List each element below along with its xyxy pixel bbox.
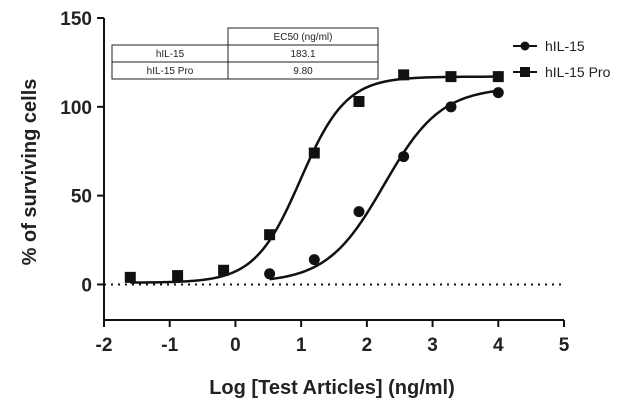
x-tick-label: 3 [427,335,438,356]
x-tick-label: -2 [96,335,113,356]
x-axis-title: Log [Test Articles] (ng/ml) [209,377,455,399]
x-tick-label: 2 [362,335,373,356]
table-row-2-label: hIL-15 Pro [147,66,194,77]
legend-circle-marker-icon [520,41,530,51]
points-layer [124,69,504,283]
legend-item-hil15: hIL-15 [513,38,585,54]
y-tick-label: 50 [71,187,92,208]
data-point-hil15 [445,101,457,113]
data-point-hil15 [398,151,410,163]
ec50-table: EC50 (ng/ml) hIL-15 183.1 hIL-15 Pro 9.8… [111,27,379,80]
x-tick-label: 5 [559,335,570,356]
data-point-hil15-pro [445,71,457,83]
data-point-hil15 [492,87,504,99]
fit-curve-hil15 [269,89,499,281]
legend-square-marker-icon [520,67,530,77]
legend: hIL-15 hIL-15 Pro [513,38,611,80]
data-point-hil15 [308,254,320,266]
curves-layer [130,75,499,284]
legend-label-hil15: hIL-15 [545,38,585,54]
data-point-hil15-pro [308,147,320,159]
data-point-hil15-pro [353,95,365,107]
x-tick-label: 4 [493,335,504,356]
x-tick-label: -1 [161,335,178,356]
legend-label-hil15-pro: hIL-15 Pro [545,64,611,80]
data-point-hil15 [264,268,276,280]
data-point-hil15-pro [398,69,410,81]
x-tick-label: 1 [296,335,307,356]
y-axis-title: % of surviving cells [19,79,41,266]
table-row-2-value-cell [227,61,379,80]
legend-item-hil15-pro: hIL-15 Pro [513,64,611,80]
y-tick-label: 0 [81,275,92,296]
table-header-ec50: EC50 (ng/ml) [274,32,333,43]
data-point-hil15-pro [172,270,184,282]
data-point-hil15-pro [124,271,136,283]
y-tick-label: 100 [60,98,92,119]
data-point-hil15-pro [218,264,230,276]
fit-curve-hil15-pro [130,75,499,284]
x-tick-label: 0 [230,335,241,356]
table-row-1-label: hIL-15 [156,49,185,60]
data-point-hil15 [353,206,365,218]
y-tick-label: 150 [60,9,92,30]
data-point-hil15-pro [492,71,504,83]
table-row-1-value: 183.1 [290,49,315,60]
data-point-hil15-pro [264,229,276,241]
table-row-2-value: 9.80 [293,66,313,77]
